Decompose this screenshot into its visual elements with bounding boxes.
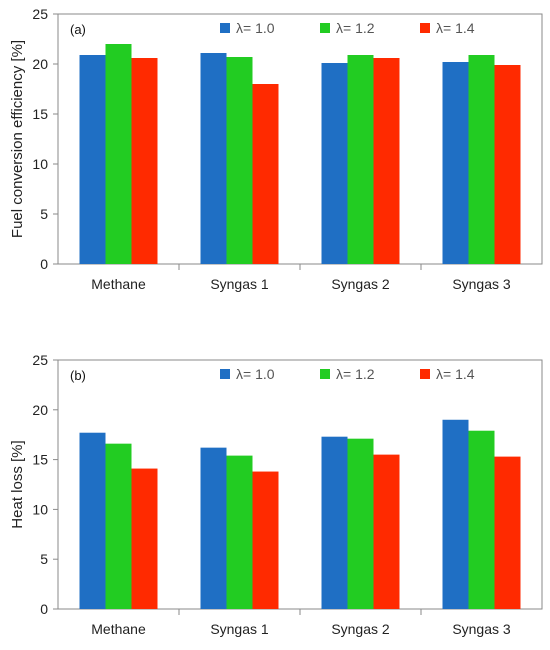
x-tick-label: Methane [91,276,146,292]
y-tick-label: 25 [32,352,48,368]
bar [105,443,132,609]
y-tick-label: 0 [40,256,48,272]
legend-swatch [420,369,430,379]
y-tick-label: 10 [32,156,48,172]
bar [468,55,495,264]
bar [226,57,253,264]
chart-panel-1: 0 5 10 15 20 25 Fuel conversion efficiency [%]… [9,6,543,292]
legend-label: λ= 1.2 [336,20,375,36]
x-tick-label: Methane [91,621,146,637]
legend-label: λ= 1.0 [236,366,275,382]
legend-label: λ= 1.2 [336,366,375,382]
bar [200,53,227,264]
bar [494,65,521,264]
y-axis-label: Heat loss [%] [9,440,26,528]
bar [226,455,253,609]
bar [131,58,158,264]
legend-swatch [220,369,230,379]
y-tick-label: 20 [32,56,48,72]
y-tick-label: 5 [40,206,48,222]
bar [252,84,279,264]
bar [252,471,279,609]
legend-swatch [420,23,430,33]
bar [442,62,469,264]
x-tick-label: Syngas 3 [452,276,511,292]
bar [373,58,400,264]
x-tick-label: Syngas 2 [331,621,390,637]
y-axis-label: Fuel conversion efficiency [%] [9,40,26,238]
y-tick-label: 20 [32,402,48,418]
bar [131,468,158,609]
y-tick-label: 25 [32,6,48,22]
bar [79,432,106,609]
y-tick-label: 0 [40,601,48,617]
y-tick-label: 10 [32,501,48,517]
bar [373,454,400,609]
y-tick-label: 15 [32,106,48,122]
bar [321,63,348,264]
panel-label: (a) [70,22,86,37]
chart-panel-2: 0 5 10 15 20 25 Heat loss [%] (b) Methane Syngas … [9,352,543,637]
bar [347,438,374,609]
bar [442,419,469,609]
legend-swatch [320,369,330,379]
panel-label: (b) [70,368,86,383]
legend-label: λ= 1.4 [436,366,475,382]
x-tick-label: Syngas 2 [331,276,390,292]
y-tick-label: 5 [40,551,48,567]
x-tick-label: Syngas 3 [452,621,511,637]
legend-label: λ= 1.0 [236,20,275,36]
bar [105,44,132,264]
x-tick-label: Syngas 1 [210,276,269,292]
x-tick-label: Syngas 1 [210,621,269,637]
bar [494,456,521,609]
y-tick-label: 15 [32,452,48,468]
legend-swatch [320,23,330,33]
bar [321,436,348,609]
bar [79,55,106,264]
bar [468,430,495,609]
bar [347,55,374,264]
legend-label: λ= 1.4 [436,20,475,36]
bar [200,447,227,609]
legend-swatch [220,23,230,33]
